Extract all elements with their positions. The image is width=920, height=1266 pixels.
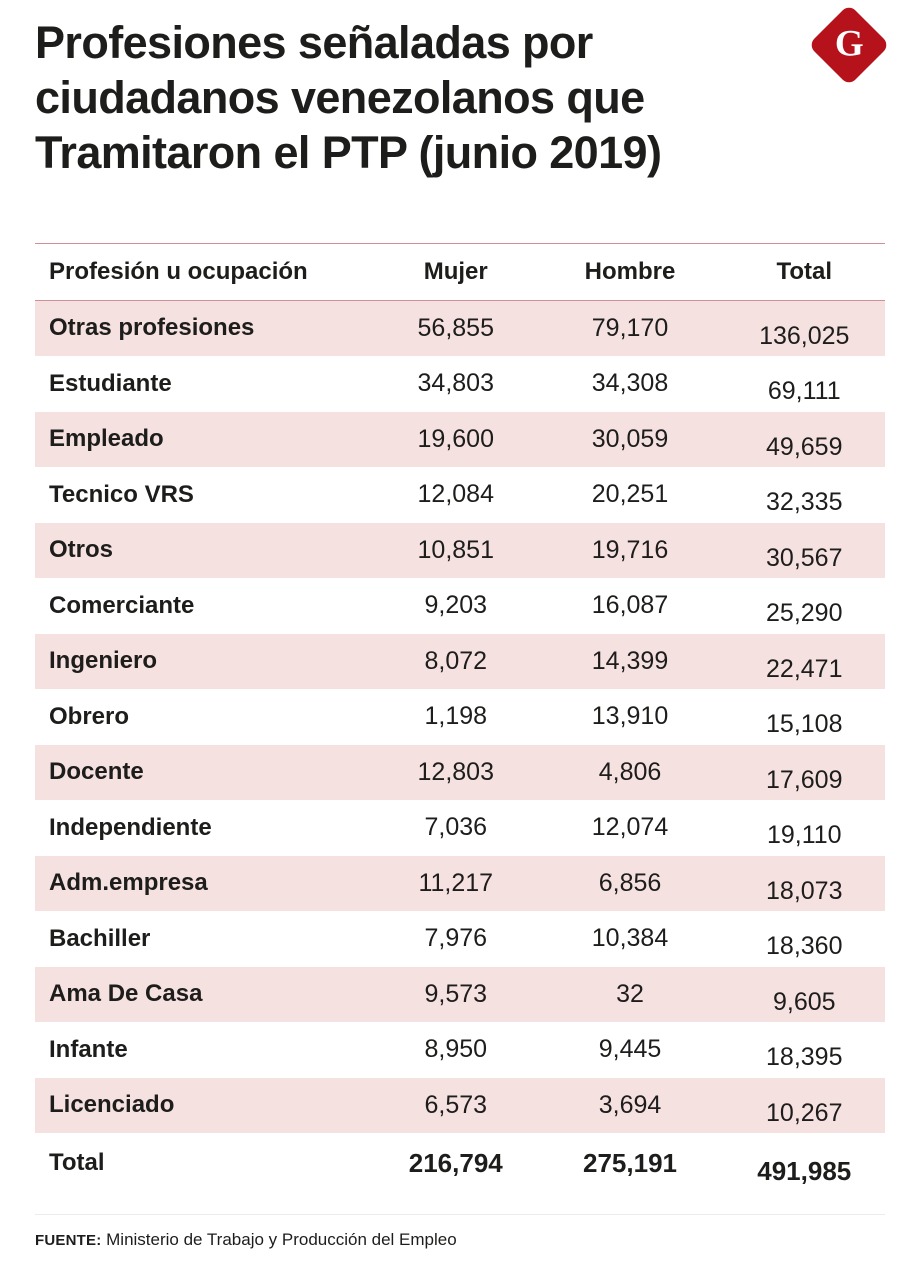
- value-cell: 17,609: [766, 765, 843, 794]
- profession-cell: Independiente: [49, 813, 212, 841]
- table-header-row: Profesión u ocupación Mujer Hombre Total: [35, 244, 885, 301]
- value-cell: 6,856: [598, 868, 662, 897]
- table-total-row: Total 216,794 275,191 491,985: [35, 1133, 885, 1193]
- value-cell: 49,659: [766, 432, 843, 461]
- profession-cell: Obrero: [49, 702, 130, 730]
- value-cell: 32: [616, 979, 644, 1008]
- profession-cell: Otros: [49, 536, 114, 564]
- table-row: Ingeniero 8,072 14,399 22,471: [35, 633, 885, 690]
- value-cell: 34,803: [417, 369, 494, 398]
- value-cell: 6,573: [424, 1090, 488, 1119]
- profession-cell: Ama De Casa: [49, 980, 203, 1008]
- value-cell: 25,290: [766, 599, 843, 628]
- value-cell: 18,360: [766, 932, 843, 961]
- value-cell: 9,203: [424, 591, 488, 620]
- column-header-hombre: Hombre: [584, 257, 676, 285]
- value-cell: 7,976: [424, 924, 488, 953]
- profession-cell: Comerciante: [49, 591, 195, 619]
- value-cell: 22,471: [766, 654, 843, 683]
- column-header-total: Total: [776, 257, 833, 285]
- value-cell: 3,694: [598, 1090, 662, 1119]
- total-total-cell: 491,985: [757, 1155, 852, 1186]
- profession-cell: Empleado: [49, 425, 164, 453]
- value-cell: 10,851: [417, 535, 494, 564]
- total-label-cell: Total: [49, 1149, 105, 1177]
- profession-cell: Bachiller: [49, 924, 151, 952]
- table-row: Infante 8,950 9,445 18,395: [35, 1022, 885, 1078]
- profession-cell: Tecnico VRS: [49, 480, 194, 508]
- value-cell: 12,084: [417, 480, 494, 509]
- column-header-mujer: Mujer: [423, 257, 488, 285]
- table-row: Bachiller 7,976 10,384 18,360: [35, 911, 885, 967]
- table-row: Otros 10,851 19,716 30,567: [35, 522, 885, 579]
- value-cell: 13,910: [591, 702, 669, 731]
- table-row: Docente 12,803 4,806 17,609: [35, 744, 885, 801]
- value-cell: 11,217: [418, 868, 494, 897]
- value-cell: 32,335: [766, 488, 843, 517]
- title-line-3: Tramitaron el PTP (junio 2019): [35, 126, 662, 178]
- value-cell: 7,036: [424, 813, 488, 842]
- value-cell: 19,110: [766, 821, 842, 850]
- value-cell: 8,072: [424, 646, 488, 675]
- total-hombre-cell: 275,191: [583, 1147, 677, 1178]
- professions-table: Profesión u ocupación Mujer Hombre Total…: [35, 242, 885, 1194]
- value-cell: 12,074: [591, 813, 669, 842]
- source-text: Ministerio de Trabajo y Producción del E…: [101, 1230, 457, 1249]
- value-cell: 18,395: [766, 1043, 843, 1072]
- value-cell: 136,025: [759, 321, 850, 350]
- value-cell: 4,806: [598, 757, 662, 786]
- value-cell: 56,855: [417, 313, 494, 342]
- profession-cell: Ingeniero: [49, 647, 158, 675]
- source-label: FUENTE:: [35, 1232, 102, 1249]
- table-row: Adm.empresa 11,217 6,856 18,073: [35, 855, 885, 912]
- profession-cell: Otras profesiones: [49, 314, 255, 342]
- table-row: Independiente 7,036 12,074 19,110: [35, 800, 885, 856]
- value-cell: 9,445: [598, 1035, 662, 1064]
- value-cell: 12,803: [417, 757, 494, 786]
- value-cell: 20,251: [591, 480, 669, 509]
- value-cell: 10,384: [591, 924, 669, 953]
- title-line-1: Profesiones señaladas por: [35, 17, 593, 68]
- value-cell: 9,573: [424, 979, 488, 1008]
- table-row: Otras profesiones 56,855 79,170 136,025: [35, 300, 885, 357]
- value-cell: 30,059: [591, 424, 669, 453]
- table-row: Obrero 1,198 13,910 15,108: [35, 689, 885, 745]
- profession-cell: Adm.empresa: [49, 869, 208, 897]
- profession-cell: Docente: [49, 758, 144, 786]
- value-cell: 79,170: [591, 313, 669, 342]
- page-title: Profesiones señaladas por ciudadanos ven…: [35, 16, 795, 181]
- profession-cell: Licenciado: [49, 1091, 175, 1119]
- value-cell: 18,073: [766, 876, 843, 905]
- profession-cell: Infante: [49, 1035, 128, 1063]
- value-cell: 34,308: [591, 369, 669, 398]
- value-cell: 16,087: [591, 591, 669, 620]
- column-header-profession: Profesión u ocupación: [49, 257, 308, 285]
- value-cell: 19,716: [591, 535, 669, 564]
- value-cell: 10,267: [766, 1098, 843, 1127]
- value-cell: 1,198: [424, 702, 488, 731]
- logo-letter: G: [834, 23, 864, 64]
- value-cell: 14,399: [591, 646, 669, 675]
- profession-cell: Estudiante: [49, 369, 172, 397]
- value-cell: 9,605: [772, 987, 836, 1016]
- table-row: Ama De Casa 9,573 32 9,605: [35, 966, 885, 1023]
- table-row: Tecnico VRS 12,084 20,251 32,335: [35, 467, 885, 523]
- title-line-2: ciudadanos venezolanos que: [35, 71, 645, 123]
- gestion-logo-icon: G: [807, 3, 891, 87]
- value-cell: 15,108: [766, 710, 843, 739]
- value-cell: 19,600: [417, 424, 494, 453]
- table-body: Otras profesiones 56,855 79,170 136,025 Estu…: [35, 300, 885, 1134]
- table-row: Empleado 19,600 30,059 49,659: [35, 411, 885, 468]
- table-row: Licenciado 6,573 3,694 10,267: [35, 1077, 885, 1134]
- value-cell: 30,567: [766, 543, 843, 572]
- table-row: Estudiante 34,803 34,308 69,111: [35, 356, 885, 412]
- source-footer: FUENTE: Ministerio de Trabajo y Producci…: [35, 1214, 885, 1250]
- value-cell: 69,111: [767, 377, 841, 406]
- total-mujer-cell: 216,794: [408, 1147, 503, 1178]
- value-cell: 8,950: [424, 1035, 488, 1064]
- table-row: Comerciante 9,203 16,087 25,290: [35, 578, 885, 634]
